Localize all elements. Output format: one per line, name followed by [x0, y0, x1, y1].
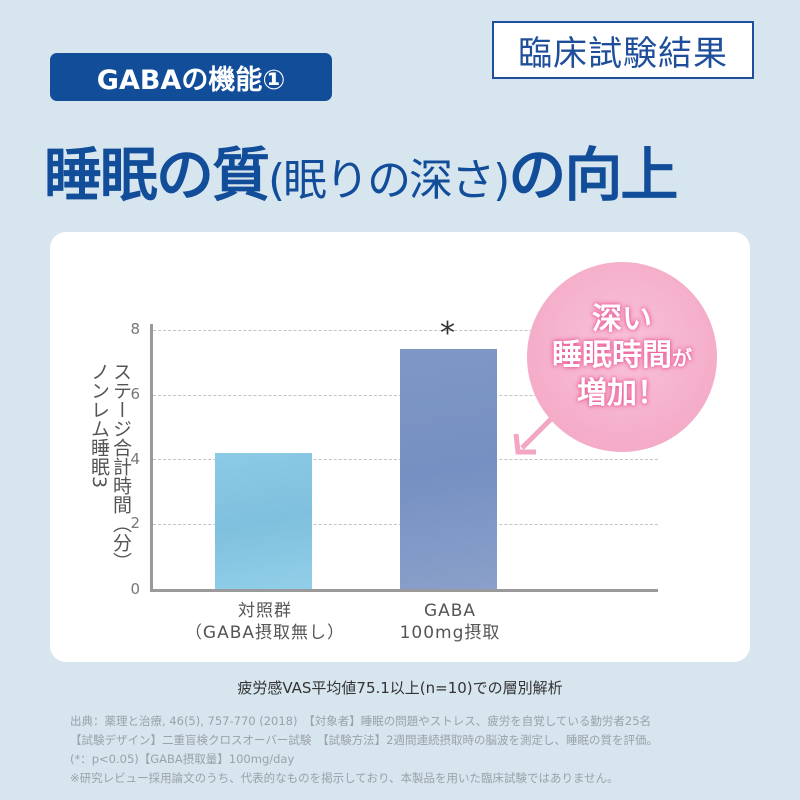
y-tick-4: 4	[130, 450, 140, 468]
chart-caption: 疲労感VAS平均値75.1以上(n=10)での層別解析	[237, 679, 563, 697]
x-axis	[150, 589, 658, 592]
arrow-icon	[513, 416, 554, 455]
gaba-function-badge: GABAの機能①	[50, 53, 332, 101]
x-label-control: 対照群 （GABA摂取無し）	[180, 600, 350, 644]
y-axis-label-line1: ノンレム睡眠3	[88, 362, 110, 489]
x-label-gaba: GABA 100mg摂取	[380, 600, 520, 644]
x-label-control-line1: 対照群	[238, 601, 292, 621]
y-axis-label: ステージ合計時間（分） ノンレム睡眠3	[88, 362, 132, 582]
callout-bubble: 深い 睡眠時間が 増加！	[527, 262, 717, 452]
headline-end: の向上	[508, 141, 678, 209]
callout-line2-main: 睡眠時間	[552, 338, 672, 373]
headline-paren: (眠りの深さ)	[268, 155, 510, 206]
y-axis	[150, 324, 153, 592]
bar-control	[215, 452, 312, 589]
y-tick-0: 0	[130, 580, 140, 598]
x-label-gaba-line1: GABA	[423, 601, 477, 621]
footnote-disclaimer: ※研究レビュー採用論文のうち、代表的なものを掲示しており、本製品を用いた臨床試験…	[70, 771, 619, 785]
gridline	[153, 330, 658, 331]
headline-main: 睡眠の質	[44, 141, 270, 209]
footnote-design: 【試験デザイン】二重盲検クロスオーバー試験 【試験方法】2週間連続摂取時の脳波を…	[70, 733, 658, 747]
footnotes: 出典：薬理と治療, 46(5), 757-770 (2018) 【対象者】睡眠の…	[70, 712, 770, 788]
callout-line3: 増加！	[577, 376, 667, 411]
y-tick-6: 6	[130, 385, 140, 403]
footnote-source: 出典：薬理と治療, 46(5), 757-770 (2018) 【対象者】睡眠の…	[70, 714, 652, 728]
callout-line1: 深い	[592, 302, 652, 337]
significance-marker: *	[440, 316, 455, 351]
bar-gaba	[400, 348, 497, 589]
y-tick-2: 2	[130, 514, 140, 532]
y-tick-8: 8	[130, 320, 140, 338]
callout-line2: 睡眠時間が	[552, 338, 692, 376]
callout-line2-suffix: が	[672, 346, 692, 370]
page-title: 睡眠の質(眠りの深さ)の向上	[44, 128, 764, 212]
x-label-gaba-line2: 100mg摂取	[399, 623, 501, 643]
clinical-result-badge: 臨床試験結果	[492, 21, 754, 79]
x-label-control-line2: （GABA摂取無し）	[184, 623, 346, 643]
y-axis-label-line2: ステージ合計時間（分）	[110, 362, 132, 571]
footnote-dose: (*：p<0.05)【GABA摂取量】100mg/day	[70, 752, 295, 766]
